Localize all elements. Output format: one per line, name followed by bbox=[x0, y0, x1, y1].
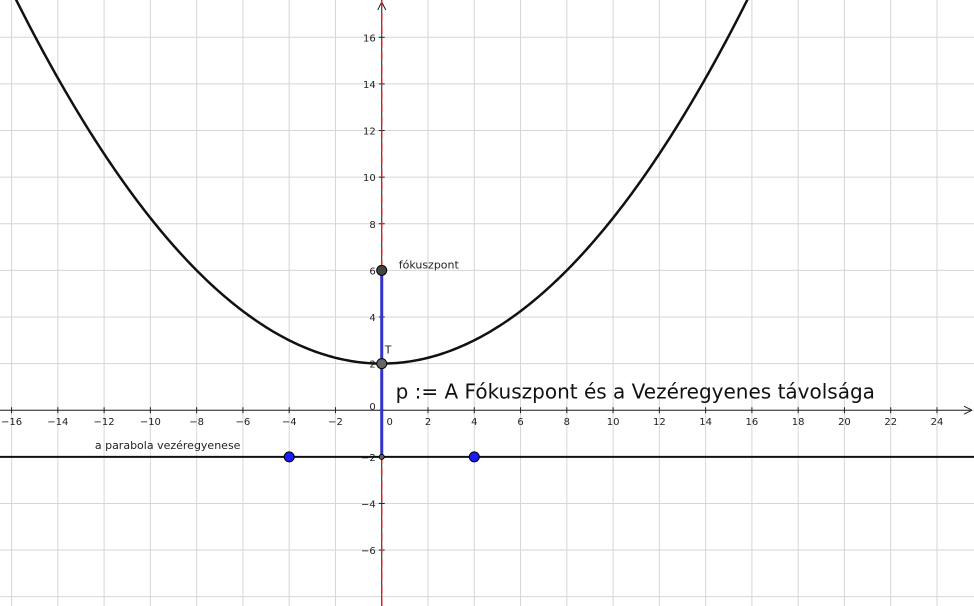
vertex-label: T bbox=[384, 344, 392, 357]
x-tick-label: −2 bbox=[328, 417, 343, 428]
x-tick-label: 18 bbox=[792, 417, 805, 428]
x-tick-label: 4 bbox=[471, 417, 477, 428]
x-tick-label: 8 bbox=[564, 417, 570, 428]
y-tick-label: 16 bbox=[363, 33, 376, 44]
focus-point bbox=[376, 264, 388, 276]
x-tick-label: 20 bbox=[838, 417, 851, 428]
annotations: fókuszpont T a parabola vezéregyenese p … bbox=[95, 258, 875, 451]
x-tick-label: 2 bbox=[425, 417, 431, 428]
x-tick-label: −12 bbox=[94, 417, 115, 428]
x-tick-label: 14 bbox=[699, 417, 712, 428]
x-tick-label: 24 bbox=[931, 417, 944, 428]
x-tick-label: 10 bbox=[607, 417, 620, 428]
parabola-curve bbox=[14, 0, 749, 365]
focus-label: fókuszpont bbox=[399, 258, 460, 271]
directrix-point-right-point bbox=[468, 451, 480, 463]
y-tick-label: −2 bbox=[361, 453, 376, 464]
x-tick-label: 16 bbox=[746, 417, 759, 428]
x-tick-label: 6 bbox=[517, 417, 523, 428]
directrix-point-left-point bbox=[283, 451, 295, 463]
x-tick-label: −16 bbox=[1, 417, 22, 428]
points bbox=[283, 264, 480, 463]
vertex-point bbox=[376, 358, 388, 370]
y-tick-label: −4 bbox=[361, 499, 376, 510]
directrix-foot-point bbox=[378, 453, 385, 460]
x-tick-label: 0 bbox=[387, 417, 393, 428]
y-tick-label: 0 bbox=[369, 402, 375, 413]
y-tick-label: 10 bbox=[363, 173, 376, 184]
x-tick-label: −14 bbox=[47, 417, 68, 428]
x-tick-label: −4 bbox=[282, 417, 297, 428]
x-tick-label: 22 bbox=[884, 417, 897, 428]
y-tick-label: 6 bbox=[369, 266, 375, 277]
y-tick-label: 2 bbox=[369, 360, 375, 371]
x-tick-label: 12 bbox=[653, 417, 666, 428]
x-tick-label: −6 bbox=[236, 417, 251, 428]
y-tick-label: 14 bbox=[363, 80, 376, 91]
y-tick-label: 4 bbox=[369, 313, 375, 324]
x-tick-label: −8 bbox=[189, 417, 204, 428]
y-tick-label: 12 bbox=[363, 127, 376, 138]
y-tick-label: −6 bbox=[361, 546, 376, 557]
x-axis-arrow bbox=[963, 405, 973, 415]
distance-text: p := A Fókuszpont és a Vezéregyenes távo… bbox=[396, 380, 875, 404]
y-tick-label: 8 bbox=[369, 220, 375, 231]
x-tick-label: −10 bbox=[140, 417, 161, 428]
directrix-label: a parabola vezéregyenese bbox=[95, 439, 241, 452]
